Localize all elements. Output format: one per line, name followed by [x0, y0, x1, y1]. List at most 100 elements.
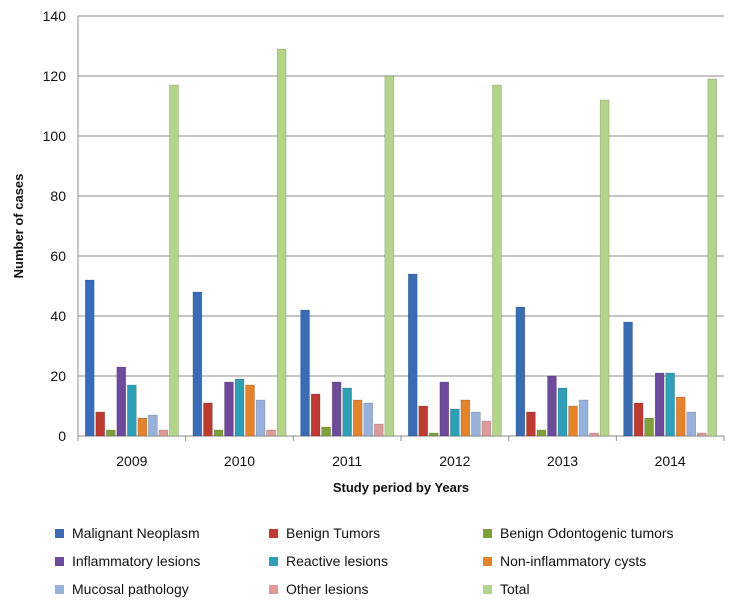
bar-other-lesions-2009: [158, 429, 169, 437]
bar-malignant-neoplasm-2009: [84, 279, 95, 437]
bars: [84, 48, 718, 437]
bar-reactive-lesions-2013: [557, 387, 568, 437]
y-tick-label: 20: [50, 368, 66, 384]
x-tick-label: 2013: [547, 453, 578, 469]
bar-mucosal-pathology-2010: [255, 399, 266, 437]
x-tick-label: 2014: [655, 453, 686, 469]
x-tick-label: 2009: [116, 453, 147, 469]
bar-mucosal-pathology-2012: [471, 411, 481, 437]
legend-label: Other lesions: [286, 581, 369, 597]
legend-item: Malignant Neoplasm: [55, 525, 269, 541]
y-tick-label: 120: [43, 68, 67, 84]
legend-swatch: [483, 556, 492, 566]
y-tick-label: 60: [50, 248, 66, 264]
x-tick-labels: 2009 2010 2011 2012 2013 2014: [116, 453, 686, 469]
bar-total-2013: [599, 99, 610, 437]
legend-swatch: [269, 584, 278, 594]
bar-non-inflammatory-cysts-2014: [675, 396, 686, 437]
bar-inflammatory-lesions-2012: [439, 381, 450, 437]
bar-other-lesions-2010: [266, 429, 276, 437]
legend-swatch: [55, 584, 64, 594]
bar-benign-odontogenic-tumors-2014: [644, 417, 654, 437]
bar-total-2009: [169, 84, 179, 437]
x-axis-title: Study period by Years: [333, 480, 469, 495]
bar-non-inflammatory-cysts-2010: [245, 384, 255, 437]
bar-non-inflammatory-cysts-2012: [460, 399, 471, 437]
legend-label: Reactive lesions: [286, 553, 388, 569]
legend-label: Malignant Neoplasm: [72, 525, 200, 541]
legend-item: Total: [483, 581, 723, 597]
bar-total-2012: [492, 84, 502, 437]
bar-malignant-neoplasm-2014: [623, 321, 633, 437]
axes: [77, 16, 725, 441]
bar-mucosal-pathology-2011: [363, 402, 373, 437]
legend-item: Reactive lesions: [269, 553, 483, 569]
legend-item: Benign Tumors: [269, 525, 483, 541]
bar-inflammatory-lesions-2014: [654, 372, 665, 437]
y-tick-label: 140: [43, 8, 67, 24]
bar-benign-odontogenic-tumors-2012: [429, 432, 439, 437]
legend-swatch: [55, 528, 64, 538]
legend-item: Inflammatory lesions: [55, 553, 269, 569]
legend-label: Non-inflammatory cysts: [500, 553, 647, 569]
bar-other-lesions-2013: [589, 432, 599, 437]
bar-other-lesions-2011: [373, 423, 384, 437]
bar-benign-tumors-2014: [633, 402, 644, 437]
bar-reactive-lesions-2014: [665, 372, 675, 437]
legend-swatch: [269, 556, 278, 566]
bar-reactive-lesions-2011: [342, 387, 352, 437]
y-tick-label: 0: [58, 428, 66, 444]
bar-reactive-lesions-2009: [127, 384, 137, 437]
bar-reactive-lesions-2010: [234, 378, 245, 437]
bar-benign-tumors-2010: [203, 402, 213, 437]
bar-inflammatory-lesions-2010: [224, 381, 234, 437]
legend-swatch: [483, 584, 492, 594]
bar-malignant-neoplasm-2011: [300, 309, 310, 437]
legend: Malignant Neoplasm Benign Tumors Benign Od…: [55, 525, 725, 597]
legend-label: Inflammatory lesions: [72, 553, 201, 569]
bar-mucosal-pathology-2013: [578, 399, 589, 437]
y-tick-label: 80: [50, 188, 66, 204]
y-axis-title: Number of cases: [11, 174, 26, 279]
bar-inflammatory-lesions-2011: [331, 381, 342, 437]
legend-item: Benign Odontogenic tumors: [483, 525, 723, 541]
bar-malignant-neoplasm-2013: [515, 306, 526, 437]
bar-other-lesions-2012: [481, 420, 492, 437]
gridlines: [78, 15, 724, 437]
bar-other-lesions-2014: [696, 432, 707, 437]
bar-non-inflammatory-cysts-2013: [568, 405, 578, 437]
bar-total-2014: [707, 78, 718, 437]
bar-benign-odontogenic-tumors-2011: [321, 426, 331, 437]
y-tick-label: 40: [50, 308, 66, 324]
bar-benign-odontogenic-tumors-2009: [106, 429, 116, 437]
bar-total-2010: [276, 48, 287, 437]
legend-swatch: [269, 528, 278, 538]
bar-benign-tumors-2011: [310, 393, 321, 437]
legend-item: Other lesions: [269, 581, 483, 597]
bar-benign-odontogenic-tumors-2013: [536, 429, 547, 437]
bar-malignant-neoplasm-2010: [192, 291, 203, 437]
bar-malignant-neoplasm-2012: [407, 273, 418, 437]
bar-non-inflammatory-cysts-2011: [352, 399, 363, 437]
bar-total-2011: [384, 75, 395, 437]
bar-benign-tumors-2009: [95, 411, 106, 437]
legend-swatch: [483, 528, 492, 538]
legend-label: Benign Odontogenic tumors: [500, 525, 674, 541]
bar-reactive-lesions-2012: [450, 408, 460, 437]
x-tick-label: 2012: [439, 453, 470, 469]
legend-label: Benign Tumors: [286, 525, 381, 541]
bar-mucosal-pathology-2009: [148, 414, 158, 437]
legend-item: Non-inflammatory cysts: [483, 553, 723, 569]
y-tick-labels: 0 20 40 60 80 100 120 140: [43, 8, 67, 444]
bar-non-inflammatory-cysts-2009: [137, 417, 148, 437]
bar-inflammatory-lesions-2013: [547, 375, 557, 437]
bar-benign-odontogenic-tumors-2010: [213, 429, 224, 437]
bar-benign-tumors-2012: [418, 405, 429, 437]
legend-swatch: [55, 556, 64, 566]
x-tick-label: 2011: [332, 453, 362, 469]
legend-label: Total: [500, 581, 530, 597]
bar-benign-tumors-2013: [526, 411, 536, 437]
x-tick-label: 2010: [224, 453, 255, 469]
bar-mucosal-pathology-2014: [686, 411, 696, 437]
legend-item: Mucosal pathology: [55, 581, 269, 597]
